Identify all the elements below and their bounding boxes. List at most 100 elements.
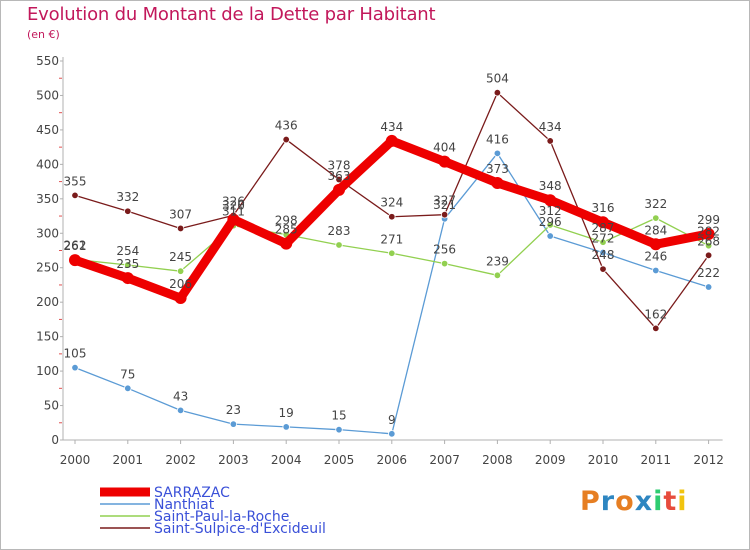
x-tick-label: 2007 [429,453,460,467]
data-label-saint-paul-la-roche: 287 [592,221,615,235]
x-tick-label: 2000 [60,453,91,467]
data-point-saint-paul-la-roche [652,214,660,222]
data-point-nanthiat [176,406,185,415]
data-label-saint-sulpice-d-excideuil: 248 [592,248,615,262]
logo-letter: i [653,486,664,517]
data-label-sarrazac: 206 [169,277,192,291]
data-point-nanthiat [546,232,554,240]
data-point-sarrazac [333,183,345,196]
data-label-nanthiat: 105 [64,347,87,361]
data-label-saint-paul-la-roche: 245 [169,250,192,264]
data-label-sarrazac: 348 [539,179,562,193]
y-tick-label: 50 [44,399,59,413]
data-point-sarrazac [69,254,81,267]
legend-label: SARRAZAC [154,485,230,501]
y-tick-label: 100 [36,364,59,378]
y-tick-label: 400 [36,157,59,171]
x-tick-label: 2011 [641,453,672,467]
data-label-nanthiat: 272 [592,232,615,246]
data-label-saint-sulpice-d-excideuil: 434 [539,120,562,134]
data-point-saint-sulpice-d-excideuil [546,137,554,145]
data-point-nanthiat [335,425,343,434]
data-label-saint-sulpice-d-excideuil: 327 [433,194,456,208]
data-label-sarrazac: 316 [592,201,615,215]
data-label-sarrazac: 434 [380,120,403,134]
logo-letter: r [600,486,616,517]
data-point-saint-paul-la-roche [546,221,554,229]
data-point-saint-sulpice-d-excideuil [124,207,132,215]
data-label-saint-paul-la-roche: 271 [380,232,403,246]
data-label-saint-paul-la-roche: 312 [539,204,562,218]
data-point-sarrazac [280,237,293,250]
legend-label: Nanthiat [154,497,215,513]
data-point-sarrazac [649,238,662,251]
data-point-sarrazac [702,227,715,240]
data-label-nanthiat: 75 [120,367,135,381]
data-point-sarrazac [597,216,609,229]
data-point-sarrazac [438,155,451,168]
data-point-nanthiat [493,149,502,158]
data-point-nanthiat [282,423,290,431]
data-label-nanthiat: 296 [539,215,562,229]
data-label-sarrazac: 284 [644,223,667,237]
x-tick-label: 2008 [482,453,513,467]
data-point-sarrazac [227,213,240,226]
data-label-saint-paul-la-roche: 262 [64,238,87,252]
data-label-saint-paul-la-roche: 322 [644,197,667,211]
x-tick-label: 2006 [377,453,408,467]
logo-letter: x [634,486,654,517]
x-tick-label: 2009 [535,453,566,467]
data-point-saint-sulpice-d-excideuil [599,265,607,273]
data-label-saint-paul-la-roche: 282 [697,225,720,239]
y-tick-label: 150 [36,330,59,344]
data-label-saint-sulpice-d-excideuil: 162 [644,307,667,321]
data-point-saint-paul-la-roche [388,249,396,257]
data-point-saint-sulpice-d-excideuil [652,324,660,333]
data-label-saint-sulpice-d-excideuil: 355 [64,174,87,188]
y-tick-label: 250 [36,261,59,275]
data-label-nanthiat: 246 [644,249,667,263]
data-point-saint-sulpice-d-excideuil [704,251,713,260]
legend-label: Saint-Sulpice-d'Excideuil [154,521,326,537]
legend-label: Saint-Paul-la-Roche [154,509,289,525]
chart-title: Evolution du Montant de la Dette par Hab… [27,4,436,25]
data-point-saint-paul-la-roche [176,267,185,275]
data-point-saint-sulpice-d-excideuil [71,191,79,200]
data-point-saint-paul-la-roche [335,241,343,249]
data-point-saint-paul-la-roche [440,259,449,268]
data-label-saint-sulpice-d-excideuil: 378 [328,159,351,173]
y-tick-label: 200 [36,295,59,309]
y-tick-label: 450 [36,123,59,137]
data-label-nanthiat: 9 [388,413,396,427]
data-point-saint-paul-la-roche [599,238,607,246]
chart-subtitle: (en €) [27,28,60,41]
data-label-saint-paul-la-roche: 254 [116,244,139,258]
data-point-saint-paul-la-roche [493,271,502,280]
x-tick-label: 2005 [324,453,355,467]
data-label-saint-paul-la-roche: 256 [433,243,456,257]
data-point-nanthiat [599,248,607,257]
data-point-saint-paul-la-roche [124,261,132,269]
data-label-sarrazac: 261 [64,239,87,253]
data-point-nanthiat [124,384,132,393]
data-point-nanthiat [704,283,713,291]
data-point-sarrazac [121,272,134,285]
data-label-sarrazac: 235 [116,257,139,271]
data-point-sarrazac [544,194,557,207]
x-tick-label: 2003 [218,453,249,467]
x-tick-label: 2001 [113,453,144,467]
data-label-saint-sulpice-d-excideuil: 268 [697,234,720,248]
logo-letter: i [677,486,688,517]
logo-letter: P [580,486,601,517]
data-point-saint-sulpice-d-excideuil [440,210,449,219]
x-tick-label: 2002 [165,453,196,467]
data-point-sarrazac [491,176,504,189]
data-label-saint-sulpice-d-excideuil: 436 [275,119,298,133]
data-point-sarrazac [174,292,187,305]
data-point-nanthiat [229,420,238,428]
logo-letter: o [615,486,635,517]
y-tick-label: 550 [36,54,59,68]
x-tick-label: 2004 [271,453,302,467]
y-tick-label: 350 [36,192,59,206]
x-tick-label: 2010 [588,453,619,467]
